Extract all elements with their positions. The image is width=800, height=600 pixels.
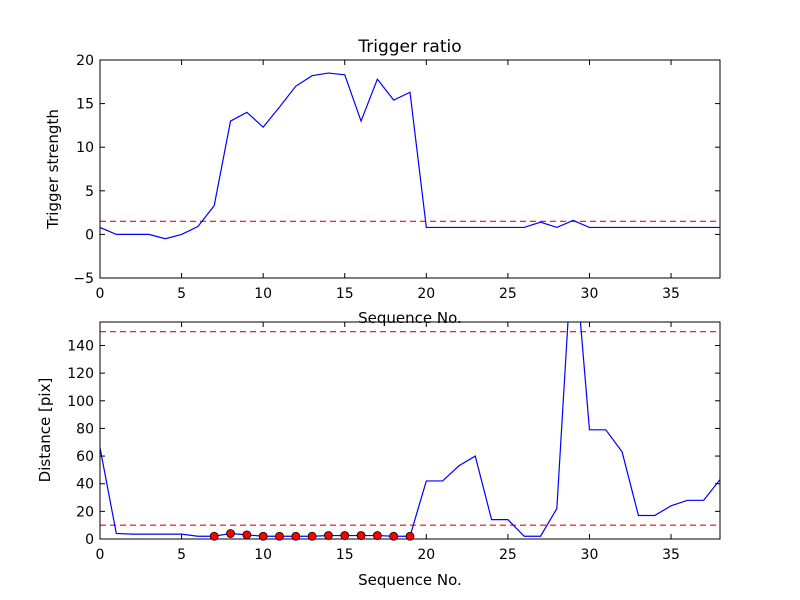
y-tick-label: 0: [85, 227, 94, 243]
y-tick-label: 60: [76, 449, 94, 465]
data-marker: [226, 529, 235, 538]
y-tick-label: 20: [76, 504, 94, 520]
data-marker: [340, 531, 350, 540]
data-marker: [307, 531, 317, 541]
data-marker: [275, 531, 284, 541]
x-tick-label: 10: [254, 286, 272, 302]
x-axis-label: Sequence No.: [358, 571, 462, 589]
distance-chart: 0 5 10 15 20 25 30 35 0 20 40 60 80 100 120 140 Sequen…: [36, 321, 721, 589]
x-tick-label: 30: [581, 286, 599, 302]
y-tick-label: 140: [67, 338, 94, 354]
x-tick-label: 10: [254, 547, 272, 563]
x-tick-label: 5: [177, 547, 186, 563]
x-axis-label: Sequence No.: [358, 309, 462, 327]
chart-title: Trigger ratio: [357, 37, 461, 57]
data-marker: [405, 531, 415, 541]
axes-frame: [99, 59, 721, 279]
y-tick-label: −5: [73, 271, 94, 287]
y-axis-label: Trigger strength: [44, 109, 62, 230]
data-marker: [209, 531, 219, 541]
x-tick-label: 20: [417, 286, 435, 302]
x-tick-label: 20: [417, 547, 435, 563]
data-marker: [258, 531, 268, 541]
x-tick-label: 15: [336, 286, 354, 302]
data-marker: [291, 531, 301, 541]
y-tick-label: 100: [67, 394, 94, 410]
y-axis-ticks: −5 0 5 10 15 20: [73, 53, 720, 287]
y-tick-label: 0: [85, 532, 94, 548]
data-marker: [389, 531, 399, 541]
y-tick-label: 15: [76, 97, 94, 113]
y-tick-label: 120: [67, 366, 94, 382]
data-marker: [372, 531, 382, 540]
x-tick-label: 30: [581, 547, 599, 563]
y-tick-label: 5: [85, 184, 94, 200]
x-tick-label: 15: [336, 547, 354, 563]
y-tick-label: 20: [76, 53, 94, 69]
series-line: [100, 72, 720, 240]
x-tick-label: 0: [96, 547, 105, 563]
y-axis-ticks: 0 20 40 60 80 100 120 140: [67, 338, 720, 548]
data-marker: [356, 531, 366, 540]
y-tick-label: 10: [76, 140, 94, 156]
data-marker: [242, 530, 252, 540]
y-tick-label: 80: [76, 421, 94, 437]
x-tick-label: 25: [499, 547, 517, 563]
x-axis-ticks: 0 5 10 15 20 25 30 35: [96, 60, 680, 302]
data-marker: [324, 531, 333, 540]
x-tick-label: 35: [662, 286, 680, 302]
x-tick-label: 0: [96, 286, 105, 302]
y-tick-label: 40: [76, 477, 94, 493]
x-tick-label: 5: [177, 286, 186, 302]
y-axis-label: Distance [pix]: [36, 378, 54, 483]
x-axis-ticks: 0 5 10 15 20 25 30 35: [96, 322, 680, 563]
plot-area: [100, 72, 720, 240]
x-tick-label: 35: [662, 547, 680, 563]
x-tick-label: 25: [499, 286, 517, 302]
